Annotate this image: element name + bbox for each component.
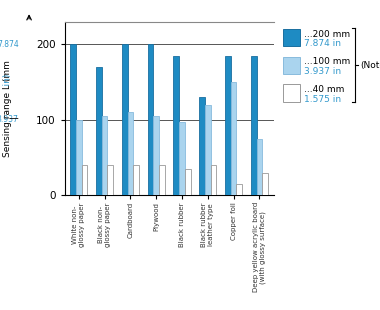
Text: (Note): (Note) [360,60,380,70]
Bar [159,165,165,195]
Bar [179,122,185,195]
Bar [122,44,128,195]
Text: ...200 mm: ...200 mm [304,29,350,39]
Bar [108,165,113,195]
Text: in): in) [3,74,12,143]
Bar [154,116,159,195]
Text: 3.937 in: 3.937 in [304,67,341,76]
Bar [174,56,179,195]
Bar [256,139,262,195]
Bar [211,165,216,195]
Bar [76,120,82,195]
Text: —: — [8,113,18,123]
Bar [199,97,205,195]
Bar [102,116,108,195]
Bar [262,173,268,195]
Bar [148,44,154,195]
Bar [82,165,87,195]
Bar [70,44,76,195]
Text: ...40 mm: ...40 mm [304,85,344,95]
Text: 3.937: 3.937 [0,115,19,124]
Text: ...100 mm: ...100 mm [304,57,350,67]
Text: Sensing range L (mm: Sensing range L (mm [3,60,12,157]
Text: 7.874: 7.874 [0,40,19,49]
Bar [225,56,231,195]
Bar [128,112,133,195]
Text: 7.874 in: 7.874 in [304,39,341,48]
Bar [251,56,256,195]
Bar [205,105,211,195]
Bar [231,82,236,195]
Text: 1.575 in: 1.575 in [304,95,341,104]
Bar [133,165,139,195]
Bar [185,169,190,195]
Bar [236,184,242,195]
Bar [96,67,102,195]
